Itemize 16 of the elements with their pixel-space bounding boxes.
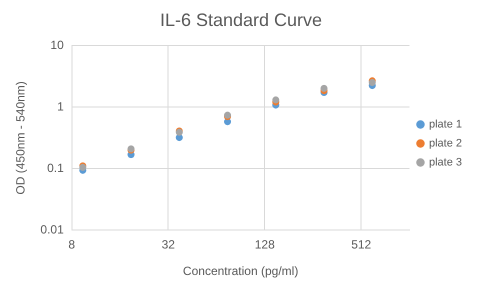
y-tick-label: 10 (50, 38, 64, 52)
legend-label: plate 2 (428, 138, 462, 150)
x-axis-title: Concentration (pg/ml) (182, 264, 298, 278)
point (320, 84, 328, 92)
point (272, 96, 280, 104)
y-axis-title: OD (450nm - 540nm) (14, 81, 28, 195)
legend-label: plate 3 (428, 156, 462, 169)
y-tick-label: 0.01 (40, 222, 64, 237)
chart-title: IL-6 Standard Curve (160, 10, 322, 30)
y-tick-label: 0.1 (47, 160, 64, 175)
x-tick-label: 512 (351, 238, 372, 252)
y-tick-label: 1 (57, 99, 64, 114)
x-tick-label: 128 (254, 238, 276, 252)
x-tick-label: 8 (68, 238, 76, 252)
x-tick-label: 32 (162, 238, 176, 252)
legend-label: plate 1 (428, 118, 462, 131)
